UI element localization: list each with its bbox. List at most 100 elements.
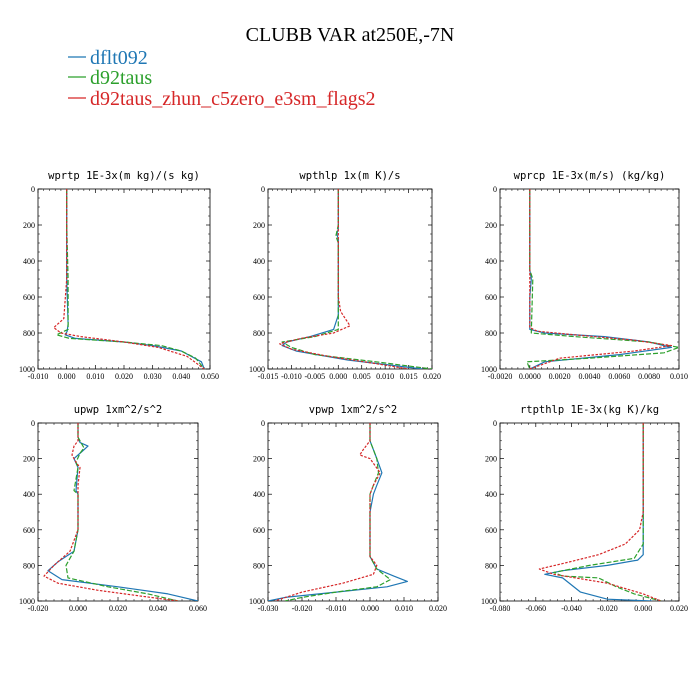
x-tick-label: 0.040 xyxy=(149,604,167,613)
x-tick-label: 0.010 xyxy=(86,372,104,381)
series-line-d92taus xyxy=(65,423,179,601)
x-tick-label: -0.020 xyxy=(28,604,49,613)
x-tick-label: -0.010 xyxy=(281,372,302,381)
x-tick-label: 0.060 xyxy=(189,604,207,613)
x-tick-label: -0.020 xyxy=(292,604,313,613)
x-tick-label: 0.0060 xyxy=(608,372,630,381)
panel-5: vpwp 1xm^2/s^2 -0.030 -0.020 -0.010 0.000 0.0… xyxy=(249,404,447,613)
panel-title: rtpthlp 1E-3x(kg K)/kg xyxy=(520,404,659,416)
x-tick-label: -0.010 xyxy=(28,372,49,381)
y-tick-label: 1000 xyxy=(19,597,35,606)
y-tick-label: 1000 xyxy=(481,597,497,606)
series-line-d92taus-zhun-c5zero-e3sm-flags2 xyxy=(274,423,381,601)
panel-4: upwp 1xm^2/s^2 -0.020 0.000 0.020 0.040 0.060… xyxy=(19,404,207,613)
x-tick-label: -0.040 xyxy=(561,604,582,613)
legend-entry-d92taus: d92taus xyxy=(68,67,152,89)
y-tick-label: 800 xyxy=(253,329,265,338)
x-tick-label: 0.015 xyxy=(400,372,418,381)
y-tick-label: 200 xyxy=(485,221,497,230)
panel-3: wprcp 1E-3x(m/s) (kg/kg) -0.0020 0.0000 0.0… xyxy=(481,170,688,381)
y-tick-label: 800 xyxy=(23,329,35,338)
x-tick-label: 0.040 xyxy=(172,372,190,381)
y-tick-label: 800 xyxy=(23,561,35,570)
x-tick-label: -0.0020 xyxy=(488,372,513,381)
y-tick-label: 1000 xyxy=(481,365,497,374)
plot-frame xyxy=(499,422,680,602)
series-line-dflt092 xyxy=(544,423,653,601)
panel-2: wpthlp 1x(m K)/s -0.015 -0.010 -0.005 0.000 0… xyxy=(249,170,441,381)
legend-entry-d92taus-zhun: d92taus_zhun_c5zero_e3sm_flags2 xyxy=(68,88,375,110)
y-tick-label: 200 xyxy=(253,221,265,230)
plot-frame xyxy=(499,188,680,370)
plot-frame xyxy=(37,422,199,602)
y-tick-label: 600 xyxy=(485,293,497,302)
x-tick-label: 0.005 xyxy=(353,372,371,381)
y-tick-label: 400 xyxy=(485,257,497,266)
x-tick-label: -0.080 xyxy=(490,604,511,613)
y-tick-label: 600 xyxy=(485,526,497,535)
panel-title: wprtp 1E-3x(m kg)/(s kg) xyxy=(48,170,200,182)
y-tick-label: 200 xyxy=(23,221,35,230)
x-tick-label: 0.010 xyxy=(376,372,394,381)
panel-1: wprtp 1E-3x(m kg)/(s kg) -0.010 0.000 0.010… xyxy=(19,170,219,381)
series-line-dflt092 xyxy=(268,423,408,601)
y-tick-label: 1000 xyxy=(249,597,265,606)
series-line-d92taus-zhun-c5zero-e3sm-flags2 xyxy=(43,423,179,601)
x-tick-label: 0.020 xyxy=(670,604,688,613)
panels: wprtp 1E-3x(m kg)/(s kg) -0.010 0.000 0.010… xyxy=(19,170,688,613)
panel-title: vpwp 1xm^2/s^2 xyxy=(309,404,398,416)
figure-title: CLUBB VAR at250E,-7N xyxy=(246,24,455,46)
x-tick-label: 0.020 xyxy=(115,372,133,381)
x-tick-label: 0.0020 xyxy=(549,372,571,381)
y-tick-label: 0 xyxy=(31,185,35,194)
series-line-d92taus xyxy=(281,189,432,369)
legend-label-d92taus-zhun: d92taus_zhun_c5zero_e3sm_flags2 xyxy=(90,88,375,110)
y-tick-label: 0 xyxy=(31,419,35,428)
series-line-d92taus xyxy=(284,423,391,601)
y-tick-label: 400 xyxy=(485,490,497,499)
x-tick-label: -0.030 xyxy=(258,604,279,613)
x-tick-label: 0.030 xyxy=(144,372,162,381)
series-line-dflt092 xyxy=(64,189,205,369)
x-tick-label: 0.020 xyxy=(109,604,127,613)
legend-entry-dflt092: dflt092 xyxy=(68,47,148,69)
y-tick-label: 400 xyxy=(23,490,35,499)
x-tick-label: -0.010 xyxy=(326,604,347,613)
y-tick-label: 1000 xyxy=(249,365,265,374)
y-tick-label: 800 xyxy=(253,561,265,570)
x-tick-label: 0.000 xyxy=(58,372,76,381)
plot-frame xyxy=(267,188,433,370)
y-tick-label: 600 xyxy=(23,526,35,535)
y-tick-label: 200 xyxy=(485,455,497,464)
x-tick-label: -0.015 xyxy=(258,372,279,381)
panel-title: wpthlp 1x(m K)/s xyxy=(299,170,400,182)
y-tick-label: 600 xyxy=(253,526,265,535)
x-tick-label: 0.010 xyxy=(670,372,688,381)
legend-label-d92taus: d92taus xyxy=(90,67,152,89)
x-tick-label: 0.000 xyxy=(634,604,652,613)
series-line-d92taus xyxy=(526,189,679,369)
y-tick-label: 800 xyxy=(485,329,497,338)
y-tick-label: 200 xyxy=(253,455,265,464)
series-line-d92taus xyxy=(55,189,205,369)
y-tick-label: 1000 xyxy=(19,365,35,374)
x-tick-label: -0.005 xyxy=(305,372,326,381)
y-tick-label: 0 xyxy=(261,185,265,194)
y-tick-label: 800 xyxy=(485,561,497,570)
series-line-d92taus-zhun-c5zero-e3sm-flags2 xyxy=(529,189,673,369)
series-line-d92taus-zhun-c5zero-e3sm-flags2 xyxy=(53,189,205,369)
series-line-d92taus-zhun-c5zero-e3sm-flags2 xyxy=(538,423,662,601)
y-tick-label: 600 xyxy=(253,293,265,302)
x-tick-label: 0.000 xyxy=(69,604,87,613)
panel-title: wprcp 1E-3x(m/s) (kg/kg) xyxy=(514,170,666,182)
panel-6: rtpthlp 1E-3x(kg K)/kg -0.080 -0.060 -0.040… xyxy=(481,404,688,613)
series-line-d92taus-zhun-c5zero-e3sm-flags2 xyxy=(279,189,409,369)
x-tick-label: 0.0080 xyxy=(638,372,660,381)
legend: dflt092 d92taus d92taus_zhun_c5zero_e3sm… xyxy=(68,47,375,110)
y-tick-label: 600 xyxy=(23,293,35,302)
x-tick-label: -0.060 xyxy=(525,604,546,613)
series-line-d92taus xyxy=(553,423,662,601)
panel-title: upwp 1xm^2/s^2 xyxy=(74,404,163,416)
x-tick-label: 0.0040 xyxy=(579,372,601,381)
